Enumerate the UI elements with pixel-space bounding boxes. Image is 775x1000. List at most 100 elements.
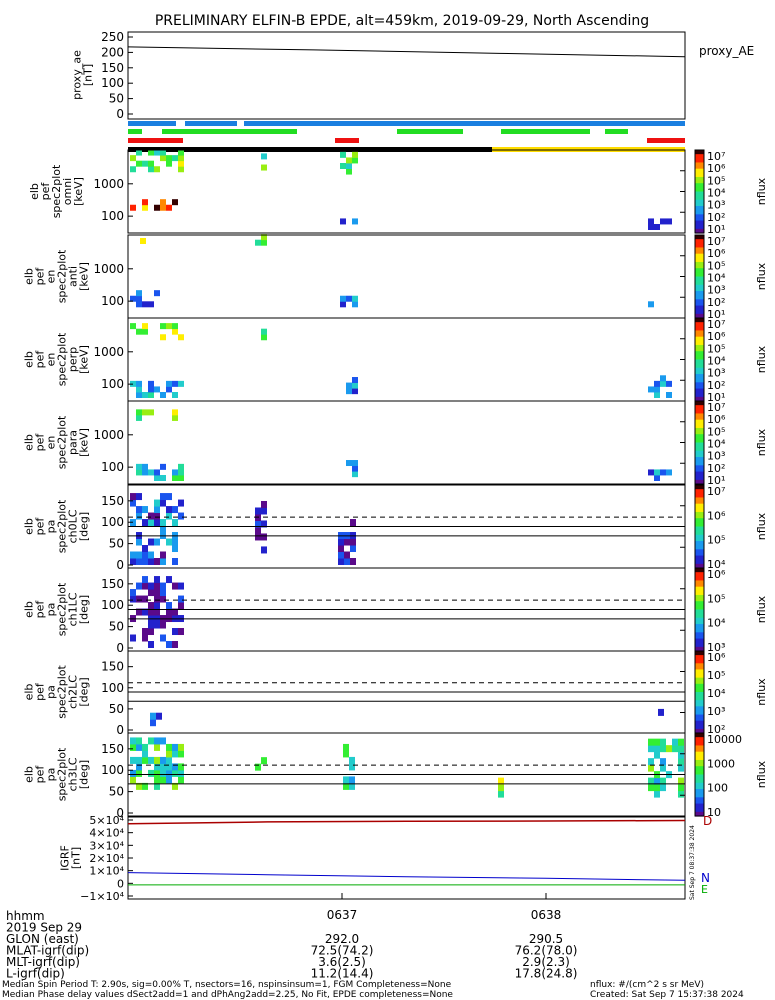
spectrogram-cell [154, 512, 160, 520]
colorbar-step [695, 403, 704, 406]
panel-frame [127, 149, 686, 234]
spectrogram-cell [130, 756, 136, 764]
spectrogram-cell [142, 634, 148, 642]
time-tick-label: 0637 [327, 908, 358, 922]
colorbar-step [695, 247, 704, 251]
spectrogram-cell [166, 641, 172, 648]
spectrogram-cell [160, 595, 166, 603]
colorbar-tick-label: 10³ [707, 199, 725, 212]
colorbar-step [695, 369, 704, 373]
colorbar-step [695, 648, 704, 652]
spectrogram-cell [350, 538, 356, 546]
spectrogram-cell [142, 576, 148, 584]
spectrogram-cell [136, 756, 142, 764]
colorbar-step [695, 336, 704, 340]
colorbar-step [695, 203, 704, 207]
colorbar-step [695, 495, 704, 499]
igrf-n-line [127, 872, 686, 881]
colorbar-step [695, 621, 704, 625]
colorbar-step [695, 704, 704, 707]
colorbar-step [695, 179, 704, 182]
panel-ylabel-line: spec2plot [56, 582, 69, 636]
colorbar-tick-label: 10⁶ [707, 568, 726, 581]
spectrogram-cell [255, 520, 261, 528]
colorbar-step [695, 516, 704, 519]
colorbar-step [695, 305, 704, 309]
spectrogram-cell [654, 777, 660, 785]
colorbar-step [695, 467, 704, 471]
spectrogram-cell [136, 506, 142, 514]
spectrogram-cell [130, 776, 136, 784]
colorbar-tick-label: 10⁵ [707, 592, 725, 605]
spectrogram-cell [154, 166, 160, 173]
spectrogram-cell [136, 608, 142, 616]
colorbar-tick-label: 10³ [707, 641, 725, 654]
panel-ytick-label: 150 [101, 660, 124, 674]
colorbar-step [695, 156, 704, 159]
spectrogram-cell [160, 763, 166, 771]
colorbar-frame [694, 732, 705, 817]
colorbar-label: nflux [755, 760, 768, 788]
colorbar-step [695, 297, 704, 300]
colorbar-step [695, 479, 704, 483]
spectrogram-cell [160, 155, 166, 162]
spectrogram-cell [154, 756, 160, 764]
spectrogram-cell [340, 301, 346, 308]
spectrogram-cell [648, 386, 654, 393]
spectrogram-cell [352, 295, 358, 302]
colorbar-step [695, 226, 704, 230]
spectrogram-cell [666, 469, 672, 476]
colorbar-tick-label: 10³ [707, 367, 725, 380]
igrf-d-label: D [703, 814, 712, 828]
spectrogram-cell [142, 463, 148, 470]
colorbar-tick-label: 1000 [707, 757, 735, 770]
spectrogram-cell [672, 738, 678, 746]
colorbar-step [695, 388, 704, 392]
spectrogram-cell [261, 507, 267, 515]
spectrogram-cell [340, 151, 346, 158]
panel-ylabel-line: elb [23, 766, 36, 783]
colorbar-step [695, 218, 704, 222]
colorbar-step [695, 454, 704, 458]
colorbar-frame [694, 400, 705, 485]
colorbar-step [695, 689, 704, 693]
spectrogram-cell [261, 153, 267, 160]
spectrogram-cell [160, 558, 166, 565]
colorbar-tick-label: 10⁷ [707, 485, 725, 498]
igrf-timestamp: Sat Sep 7 08:37:38 2024 [689, 825, 696, 900]
spectrogram-cell [130, 589, 136, 597]
spectrogram-cell [178, 595, 184, 603]
spectrogram-cell [648, 777, 654, 785]
panel-ylabel-line: [keV] [78, 428, 91, 457]
colorbar-step [695, 415, 704, 419]
colorbar-step [695, 309, 704, 313]
spectrogram-cell [166, 750, 172, 758]
colorbar-step [695, 522, 704, 526]
colorbar-step [695, 710, 704, 714]
spectrogram-cell [148, 602, 154, 610]
colorbar-label: nflux [755, 345, 768, 373]
colorbar-tick-label: 10⁵ [707, 534, 725, 547]
colorbar-step [695, 210, 704, 213]
panel-ylabel-line: para [67, 430, 80, 455]
colorbar-step [695, 491, 704, 494]
colorbar-step [695, 181, 704, 184]
spectrogram-cell [160, 475, 166, 481]
spectrogram-cell [261, 328, 267, 335]
colorbar-step [695, 168, 704, 172]
spectrogram-cell [346, 388, 352, 395]
spectrogram-cell [142, 608, 148, 616]
igrf-d-line [127, 819, 686, 825]
colorbar-step [695, 685, 704, 689]
spectrogram-cell [648, 784, 654, 792]
spectrogram-cell [130, 551, 136, 559]
status-bar-segment [162, 129, 297, 134]
panel-ylabel-line: elb [23, 351, 36, 368]
colorbar-step [695, 617, 704, 621]
colorbar-step [695, 687, 704, 691]
panel-ytick-label: 150 [101, 577, 124, 591]
spectrogram-cell [154, 204, 160, 211]
colorbar-step [695, 299, 704, 302]
spectrogram-cell [160, 769, 166, 777]
spectrogram-cell [148, 582, 154, 590]
